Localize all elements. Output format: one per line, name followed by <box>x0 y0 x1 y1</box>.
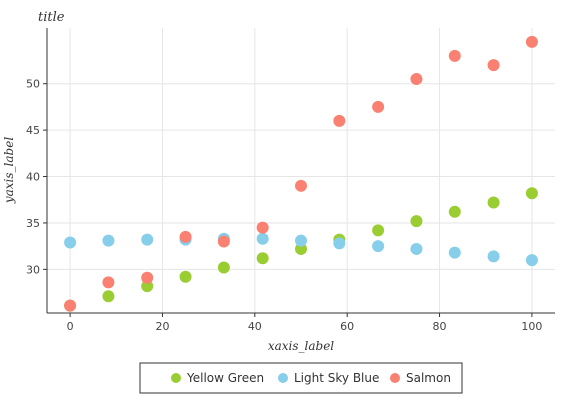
data-point-light-sky-blue <box>256 232 269 245</box>
series-salmon <box>64 35 538 312</box>
x-axis-title: xaxis_label <box>268 339 334 353</box>
data-point-yellow-green <box>256 252 269 265</box>
series-layer <box>64 35 538 312</box>
x-tick-label: 0 <box>67 320 74 333</box>
y-tick-label: 30 <box>26 263 40 276</box>
data-point-light-sky-blue <box>487 250 500 263</box>
data-point-salmon <box>295 179 307 192</box>
legend-label-salmon: Salmon <box>406 371 451 385</box>
legend-marker-salmon <box>390 373 400 383</box>
data-point-salmon <box>525 35 538 48</box>
y-tick-label: 35 <box>26 217 40 230</box>
x-tick-label: 80 <box>433 320 447 333</box>
data-point-light-sky-blue <box>448 246 461 259</box>
legend: Yellow Green Light Sky Blue Salmon <box>139 362 463 394</box>
y-tick-label: 50 <box>26 78 40 91</box>
legend-marker-light-sky-blue <box>278 373 288 383</box>
data-point-light-sky-blue <box>102 234 115 247</box>
data-point-light-sky-blue <box>410 242 423 255</box>
data-point-yellow-green <box>525 187 538 200</box>
data-point-yellow-green <box>487 196 500 209</box>
data-point-yellow-green <box>295 242 307 255</box>
legend-marker-yellow-green <box>171 373 181 383</box>
data-point-salmon <box>333 114 346 127</box>
chart-title: title <box>38 10 65 25</box>
data-point-light-sky-blue <box>525 254 538 267</box>
legend-label-yellow-green: Yellow Green <box>186 371 264 385</box>
data-point-yellow-green <box>102 290 115 303</box>
data-point-yellow-green <box>372 224 385 237</box>
legend-label-light-sky-blue: Light Sky Blue <box>294 371 379 385</box>
y-axis-ticks: 30 35 40 45 50 <box>26 78 47 276</box>
data-point-salmon <box>64 299 77 312</box>
data-point-salmon <box>141 271 154 284</box>
data-point-salmon <box>487 59 500 72</box>
data-point-yellow-green <box>179 270 192 283</box>
grid <box>47 28 555 313</box>
data-point-salmon <box>179 230 192 243</box>
x-tick-label: 60 <box>340 320 354 333</box>
y-axis-title: yaxis_label <box>2 137 16 204</box>
x-tick-label: 40 <box>248 320 262 333</box>
data-point-salmon <box>217 235 230 248</box>
data-point-salmon <box>410 73 423 86</box>
data-point-light-sky-blue <box>295 234 307 247</box>
data-point-salmon <box>372 100 385 113</box>
legend-box <box>139 362 463 394</box>
data-point-salmon <box>256 221 269 234</box>
data-point-light-sky-blue <box>372 240 385 253</box>
data-point-light-sky-blue <box>64 236 77 249</box>
x-axis-ticks: 0 20 40 60 80 100 <box>67 313 542 333</box>
data-point-salmon <box>102 276 115 289</box>
x-tick-label: 100 <box>521 320 542 333</box>
data-point-light-sky-blue <box>333 237 346 250</box>
x-tick-label: 20 <box>155 320 169 333</box>
data-point-yellow-green <box>141 280 154 293</box>
y-tick-label: 40 <box>26 171 40 184</box>
data-point-yellow-green <box>410 215 423 228</box>
data-point-yellow-green <box>448 205 461 218</box>
y-tick-label: 45 <box>26 124 40 137</box>
data-point-salmon <box>448 49 461 62</box>
data-point-light-sky-blue <box>141 233 154 246</box>
series-yellow-green <box>64 187 538 312</box>
data-point-yellow-green <box>217 261 230 274</box>
